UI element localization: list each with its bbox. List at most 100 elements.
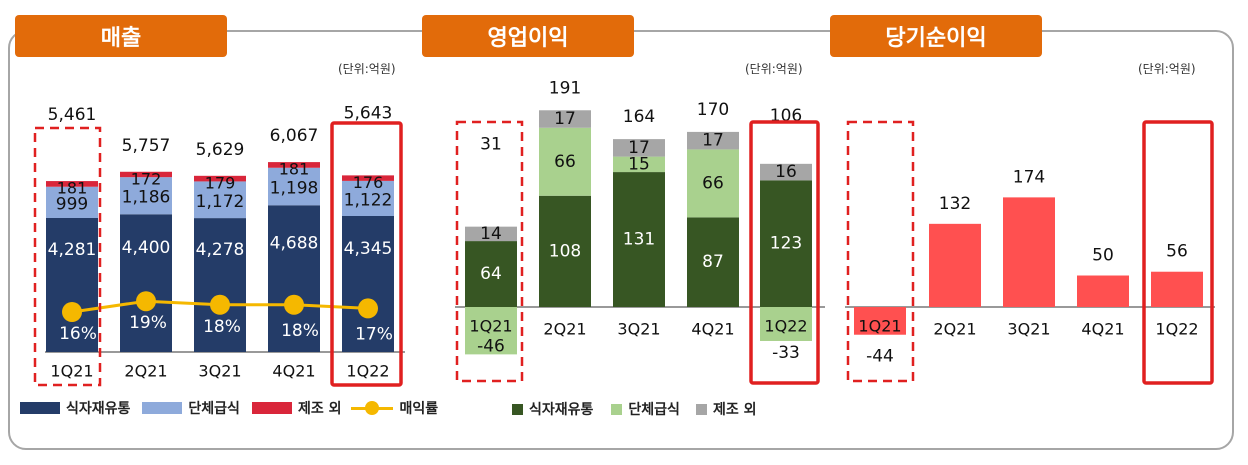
- data-label: 66: [702, 173, 724, 193]
- bar-value: [1151, 271, 1203, 307]
- bar-단체급식: [760, 307, 812, 341]
- data-label: 181: [57, 179, 88, 198]
- category-label: 4Q21: [691, 320, 734, 339]
- legend-label: 식자재유통: [529, 402, 594, 418]
- bar-식자재유통: [342, 216, 394, 352]
- legend-line-swatch: [351, 401, 394, 415]
- legend-swatch: [695, 403, 707, 415]
- bar-식자재유통: [687, 217, 739, 307]
- bar-제조 외: [613, 139, 665, 157]
- data-label: 66: [554, 152, 576, 172]
- legend-label: 식자재유통: [66, 401, 131, 417]
- bar-단체급식: [194, 181, 246, 219]
- data-label: -33: [772, 343, 800, 363]
- line-label: 17%: [355, 324, 393, 344]
- bar-제조 외: [268, 162, 320, 168]
- total-label: 5,643: [344, 103, 393, 123]
- total-label: 170: [697, 100, 729, 120]
- data-label: 131: [623, 230, 655, 250]
- line-point: [210, 294, 230, 315]
- data-label: 999: [56, 194, 88, 214]
- line-label: 19%: [129, 313, 167, 333]
- data-label: 87: [702, 252, 724, 272]
- category-label: 2Q21: [124, 362, 167, 381]
- data-label: 108: [549, 241, 581, 261]
- data-label: 56: [1166, 242, 1188, 262]
- data-label: -46: [477, 336, 505, 356]
- legend-label: 매익률: [399, 401, 439, 417]
- line-label: 18%: [281, 321, 319, 341]
- bar-단체급식: [465, 307, 517, 355]
- legend-revenue: 식자재유통 단체급식 제조 외 매익률: [20, 398, 438, 418]
- legend-swatch: [20, 402, 60, 414]
- legend-label: 단체급식: [188, 401, 240, 417]
- bar-단체급식: [613, 156, 665, 173]
- line-point: [284, 294, 304, 315]
- data-label: 17: [702, 131, 724, 151]
- unit-label-revenue: (단위:억원): [338, 62, 396, 76]
- total-label: 31: [480, 135, 502, 155]
- bar-value: [854, 307, 906, 335]
- data-label: 4,400: [122, 238, 171, 258]
- legend-swatch: [512, 403, 523, 415]
- bar-식자재유통: [46, 218, 98, 352]
- line-label: 18%: [203, 317, 241, 337]
- legend-label: 제조 외: [712, 402, 757, 418]
- data-label: 132: [939, 194, 971, 214]
- data-label: 4,278: [196, 240, 245, 260]
- legend-swatch: [611, 403, 623, 415]
- category-label: 3Q21: [198, 362, 241, 381]
- bar-제조 외: [342, 175, 394, 181]
- unit-label-net-income: (단위:억원): [1138, 62, 1196, 76]
- category-label: 2Q21: [933, 320, 976, 339]
- data-label: -44: [866, 347, 894, 367]
- total-label: 5,757: [122, 136, 171, 156]
- category-label: 1Q21: [469, 317, 512, 336]
- category-label: 2Q21: [543, 320, 586, 339]
- legend-label: 제조 외: [297, 401, 342, 417]
- category-label: 1Q21: [858, 317, 901, 336]
- bar-value: [1077, 275, 1129, 307]
- data-label: 17: [554, 109, 576, 129]
- bar-제조 외: [687, 131, 739, 150]
- bar-식자재유통: [539, 195, 591, 307]
- total-label: 5,629: [196, 140, 245, 160]
- data-label: 179: [205, 173, 236, 192]
- line-point: [136, 291, 156, 312]
- highlight-box-dashed: [33, 126, 102, 387]
- highlight-box-dashed: [846, 120, 915, 383]
- data-label: 123: [770, 234, 802, 254]
- bar-제조 외: [120, 171, 172, 178]
- total-label: 191: [549, 78, 581, 98]
- bar-단체급식: [46, 186, 98, 219]
- highlight-box-solid: [1142, 120, 1214, 385]
- bar-단체급식: [687, 149, 739, 218]
- data-label: 181: [279, 160, 310, 179]
- category-label: 4Q21: [272, 362, 315, 381]
- title-revenue: 매출: [15, 15, 227, 57]
- legend-swatch: [251, 402, 292, 414]
- category-label: 3Q21: [617, 320, 660, 339]
- data-label: 4,345: [344, 239, 393, 259]
- highlight-box-dashed: [455, 120, 524, 383]
- legend-operating-profit: 식자재유통 단체급식 제조 외: [512, 399, 756, 419]
- line-label: 16%: [59, 324, 97, 344]
- title-operating-profit: 영업이익: [422, 15, 634, 57]
- line-point: [358, 298, 378, 319]
- total-label: 5,461: [48, 105, 97, 125]
- bar-식자재유통: [613, 172, 665, 307]
- bar-제조 외: [760, 163, 812, 181]
- category-label: 1Q22: [764, 317, 807, 336]
- bar-식자재유통: [760, 180, 812, 307]
- legend-swatch: [142, 402, 183, 414]
- bar-제조 외: [46, 181, 98, 187]
- bar-단체급식: [342, 180, 394, 217]
- category-label: 1Q21: [50, 362, 93, 381]
- data-label: 4,688: [270, 234, 319, 254]
- line-point: [62, 302, 82, 322]
- data-label: 4,281: [48, 240, 97, 260]
- total-label: 6,067: [270, 126, 319, 146]
- data-label: 50: [1092, 246, 1114, 266]
- category-label: 4Q21: [1081, 320, 1124, 339]
